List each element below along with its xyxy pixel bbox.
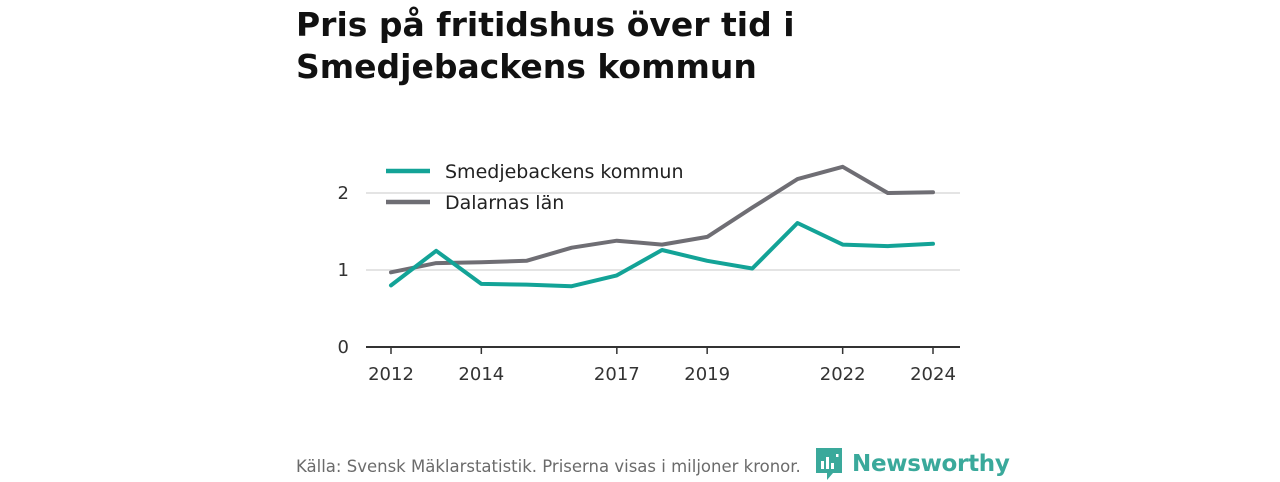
x-tick-label: 2019 [684, 364, 730, 385]
x-tick-label: 2022 [820, 364, 866, 385]
x-tick-labels: 2012 2014 2017 2019 2022 2024 [368, 364, 956, 385]
source-note: Källa: Svensk Mäklarstatistik. Priserna … [296, 457, 801, 476]
y-tick-labels: 0 1 2 [338, 183, 349, 358]
legend-item: Smedjebackens kommun [386, 161, 683, 183]
series-line-dalarnas-l-n [389, 164, 935, 275]
y-tick-label: 0 [338, 337, 349, 358]
x-tick-label: 2017 [594, 364, 640, 385]
x-tick-label: 2012 [368, 364, 414, 385]
legend-label: Smedjebackens kommun [445, 161, 683, 183]
y-tick-label: 2 [338, 183, 349, 204]
legend-label: Dalarnas län [445, 192, 564, 214]
series-lines [389, 164, 935, 289]
legend-item: Dalarnas län [386, 192, 564, 214]
legend: Smedjebackens kommun Dalarnas län [386, 161, 683, 214]
x-tick-label: 2024 [910, 364, 956, 385]
series-line-smedjebackens-kommun [389, 221, 935, 289]
x-axis [366, 346, 960, 354]
y-tick-label: 1 [338, 260, 349, 281]
x-tick-label: 2014 [458, 364, 504, 385]
brand-logo: Newsworthy [814, 446, 1010, 482]
chart-title: Pris på fritidshus över tid i Smedjeback… [296, 5, 795, 86]
brand-name: Newsworthy [852, 451, 1010, 477]
newsworthy-logo-icon [816, 448, 842, 480]
